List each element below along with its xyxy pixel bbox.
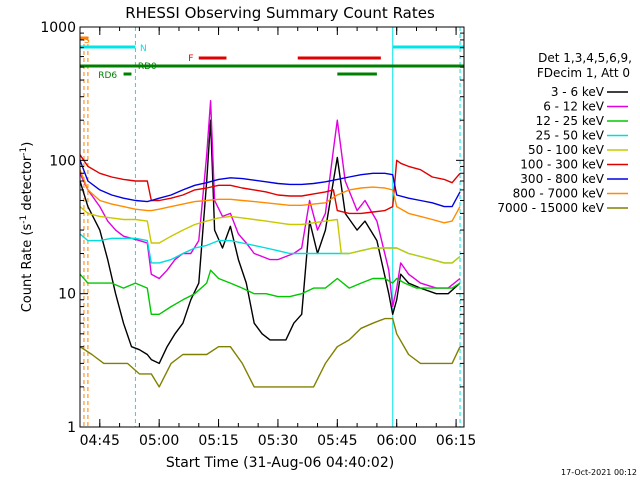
x-tick-label-3: 05:30 [258, 433, 298, 449]
series-line-2 [79, 269, 461, 315]
chart-title: RHESSI Observing Summary Count Rates [125, 4, 435, 22]
legend-label-7: 800 - 7000 keV [513, 187, 605, 201]
series-line-5 [79, 154, 461, 215]
series-lines [79, 99, 461, 388]
y-axis-label: Count Rate (s-1 detector-1) [19, 142, 35, 313]
y-tick-label-1: 10 [58, 287, 76, 303]
bar-label-rd6: RD6 [98, 71, 117, 81]
legend-header-2: FDecim 1, Att 0 [537, 66, 630, 80]
y-tick-label-2: 100 [49, 153, 76, 169]
footer-timestamp: 17-Oct-2021 00:12 [561, 468, 637, 477]
x-axis-label: Start Time (31-Aug-06 04:40:02) [166, 455, 394, 471]
legend: Det 1,3,4,5,6,9, FDecim 1, Att 0 3 - 6 k… [497, 51, 632, 215]
x-tick-label-0: 04:45 [80, 433, 120, 449]
y-axis-label-mid: detector [20, 155, 35, 215]
legend-label-4: 50 - 100 keV [528, 143, 605, 157]
plot-frame [79, 26, 465, 428]
y-tick-label-0: 1 [67, 420, 76, 436]
y-axis-label-sup1: -1 [19, 215, 29, 224]
legend-header-1: Det 1,3,4,5,6,9, [538, 51, 632, 65]
y-tick-label-3: 1000 [40, 20, 76, 36]
legend-label-3: 25 - 50 keV [536, 129, 605, 143]
x-tick-label-2: 05:15 [198, 433, 238, 449]
y-axis-label-main: Count Rate (s [20, 224, 35, 313]
saa-markers [83, 37, 89, 427]
series-line-8 [79, 317, 461, 388]
y-axis-ticks: 1 10 100 1000 [40, 20, 464, 436]
y-axis-label-sup2: -1 [19, 147, 29, 156]
legend-label-2: 12 - 25 keV [536, 114, 605, 128]
x-tick-label-1: 05:00 [139, 433, 179, 449]
series-line-6 [79, 160, 461, 208]
series-line-7 [79, 169, 461, 224]
series-line-0 [79, 119, 461, 365]
legend-label-6: 300 - 800 keV [520, 172, 604, 186]
x-tick-label-4: 05:45 [317, 433, 357, 449]
y-axis-label-end: ) [20, 142, 35, 147]
bar-label-s: S [84, 36, 90, 46]
series-line-4 [79, 206, 461, 264]
bar-label-f: F [188, 54, 193, 64]
status-bars: S N F RD0 RD6 [80, 36, 464, 81]
x-axis-ticks: 04:45 05:00 05:15 05:30 05:45 06:00 06:15 [79, 27, 476, 449]
bar-label-n: N [140, 44, 147, 54]
legend-label-8: 7000 - 15000 keV [497, 201, 604, 215]
legend-label-0: 3 - 6 keV [551, 85, 605, 99]
x-tick-label-5: 06:00 [377, 433, 417, 449]
x-tick-label-6: 06:15 [436, 433, 476, 449]
legend-label-1: 6 - 12 keV [543, 100, 605, 114]
legend-label-5: 100 - 300 keV [520, 158, 604, 172]
series-line-1 [79, 99, 461, 308]
bar-label-rd0: RD0 [138, 62, 157, 72]
